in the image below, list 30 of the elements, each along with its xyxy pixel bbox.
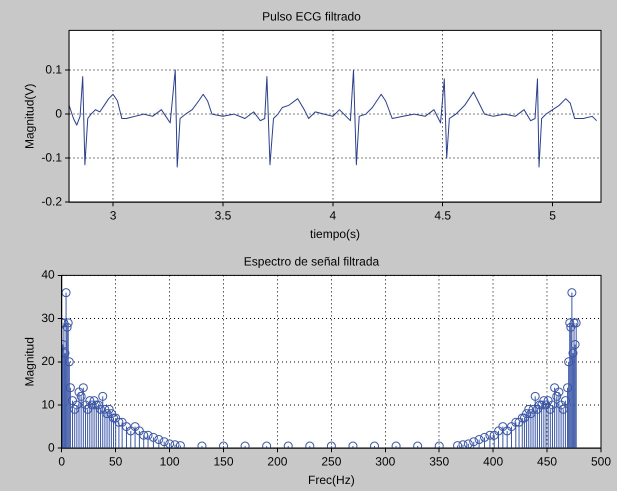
x-tick-label: 4.5 — [434, 208, 452, 223]
x-tick-label: 200 — [267, 454, 288, 469]
x-tick-label: 400 — [483, 454, 504, 469]
x-axis-title: Frec(Hz) — [308, 473, 355, 488]
x-tick-label: 3.5 — [214, 208, 232, 223]
x-tick-label: 300 — [375, 454, 396, 469]
y-axis-title: Magnitud(V) — [22, 84, 37, 149]
y-tick-label: 10 — [41, 397, 56, 412]
y-tick-label: 20 — [41, 354, 56, 368]
y-axis-title: Magnitud — [22, 337, 37, 386]
y-tick-label: 0 — [55, 106, 62, 120]
y-tick-label: 0.1 — [45, 62, 62, 76]
y-tick-label: -0.1 — [41, 150, 62, 164]
x-tick-label: 4 — [329, 208, 336, 223]
x-tick-label: 350 — [429, 454, 450, 469]
chart-title: Espectro de señal filtrada — [244, 254, 380, 269]
x-tick-label: 100 — [160, 454, 180, 469]
x-tick-label: 250 — [321, 454, 342, 469]
x-axis-title: tiempo(s) — [310, 227, 360, 242]
y-tick-label: 30 — [41, 310, 56, 325]
y-tick-label: 0 — [48, 440, 56, 455]
y-tick-label: -0.2 — [41, 194, 62, 209]
y-tick-label: 40 — [41, 268, 56, 282]
chart-title: Pulso ECG filtrado — [262, 10, 362, 24]
x-tick-label: 50 — [108, 454, 123, 469]
x-tick-label: 500 — [590, 454, 612, 469]
x-tick-label: 3 — [110, 208, 117, 223]
x-tick-label: 5 — [549, 208, 556, 223]
x-tick-label: 450 — [537, 454, 558, 469]
x-tick-label: 150 — [214, 454, 234, 469]
